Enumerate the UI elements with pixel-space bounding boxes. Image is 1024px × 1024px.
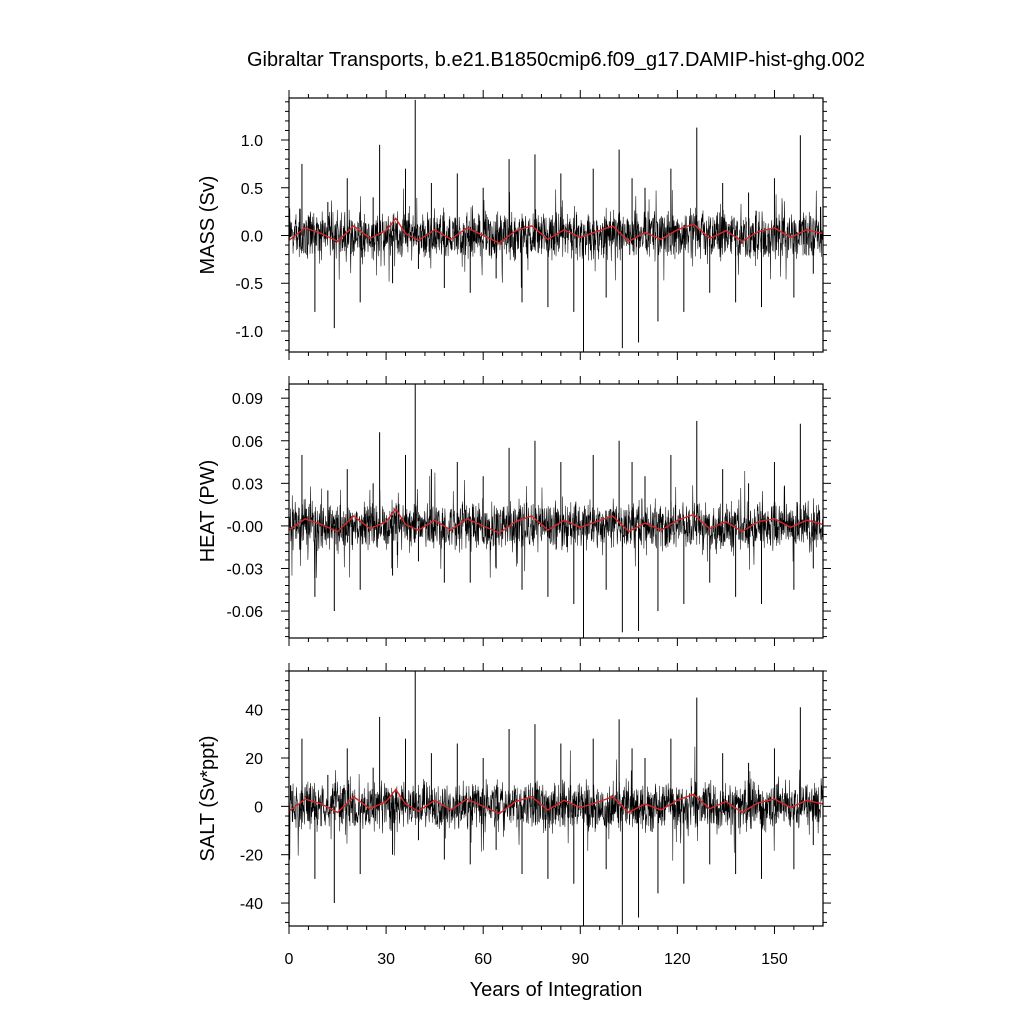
x-tick-label: 0 xyxy=(285,951,294,968)
raw-series-noise-line xyxy=(288,471,824,579)
x-axis-label: Years of Integration xyxy=(470,979,643,1001)
y-tick-label: -20 xyxy=(240,848,263,865)
panel-salt: -40 -20 0 20 40 SALT (Sv*ppt) xyxy=(197,663,831,934)
panel-mass: -1.0 -0.5 0.0 0.5 1.0 MASS (Sv) xyxy=(197,90,831,360)
y-tick-label: -0.5 xyxy=(235,276,263,293)
plot-frame xyxy=(288,97,824,353)
y-axis-label: HEAT (PW) xyxy=(197,460,219,563)
y-tick-label: -0.00 xyxy=(227,519,264,536)
x-tick-label: 120 xyxy=(664,951,691,968)
y-axis-label: SALT (Sv*ppt) xyxy=(197,736,219,862)
raw-series-noise-line xyxy=(288,188,824,288)
y-tick-labels: -40 -20 0 20 40 xyxy=(240,703,263,913)
x-tick-label: 30 xyxy=(377,951,395,968)
y-tick-label: 40 xyxy=(245,703,263,720)
y-tick-label: -1.0 xyxy=(235,324,263,341)
smoothed-series-line xyxy=(288,788,824,815)
y-tick-label: 0.5 xyxy=(241,181,263,198)
axis-ticks xyxy=(281,376,831,646)
y-tick-label: 0.03 xyxy=(232,476,263,493)
plot-frame xyxy=(288,670,824,927)
y-tick-labels: -1.0 -0.5 0.0 0.5 1.0 xyxy=(235,133,263,341)
smoothed-series-polyline xyxy=(288,788,824,815)
smoothed-series-polyline xyxy=(288,507,824,534)
y-tick-label: 1.0 xyxy=(241,133,263,150)
y-tick-label: 0.09 xyxy=(232,391,263,408)
raw-series-line xyxy=(288,671,824,926)
y-tick-label: -0.06 xyxy=(227,604,264,621)
smoothed-series-line xyxy=(288,217,824,244)
x-tick-label: 150 xyxy=(761,951,788,968)
chart-title: Gibraltar Transports, b.e21.B1850cmip6.f… xyxy=(247,49,865,71)
y-tick-label: -40 xyxy=(240,896,263,913)
axis-ticks xyxy=(281,663,831,934)
plot-frame xyxy=(288,383,824,639)
y-tick-label: 20 xyxy=(245,751,263,768)
x-tick-labels: 0 30 60 90 120 150 xyxy=(285,951,788,968)
y-tick-label: -0.03 xyxy=(227,561,264,578)
y-axis-label: MASS (Sv) xyxy=(197,176,219,275)
y-tick-labels: -0.06 -0.03 -0.00 0.03 0.06 0.09 xyxy=(227,391,264,621)
raw-series-noise-line xyxy=(288,746,824,861)
y-tick-label: 0 xyxy=(254,799,263,816)
y-tick-label: 0.0 xyxy=(241,229,263,246)
y-tick-label: 0.06 xyxy=(232,434,263,451)
axis-ticks xyxy=(281,90,831,360)
smoothed-series-polyline xyxy=(288,217,824,244)
smoothed-series-line xyxy=(288,507,824,534)
x-tick-label: 60 xyxy=(474,951,492,968)
panel-heat: -0.06 -0.03 -0.00 0.03 0.06 0.09 HEAT (PW) xyxy=(197,376,831,646)
raw-series-line xyxy=(288,99,824,352)
raw-series-line xyxy=(288,384,824,638)
x-tick-label: 90 xyxy=(571,951,589,968)
